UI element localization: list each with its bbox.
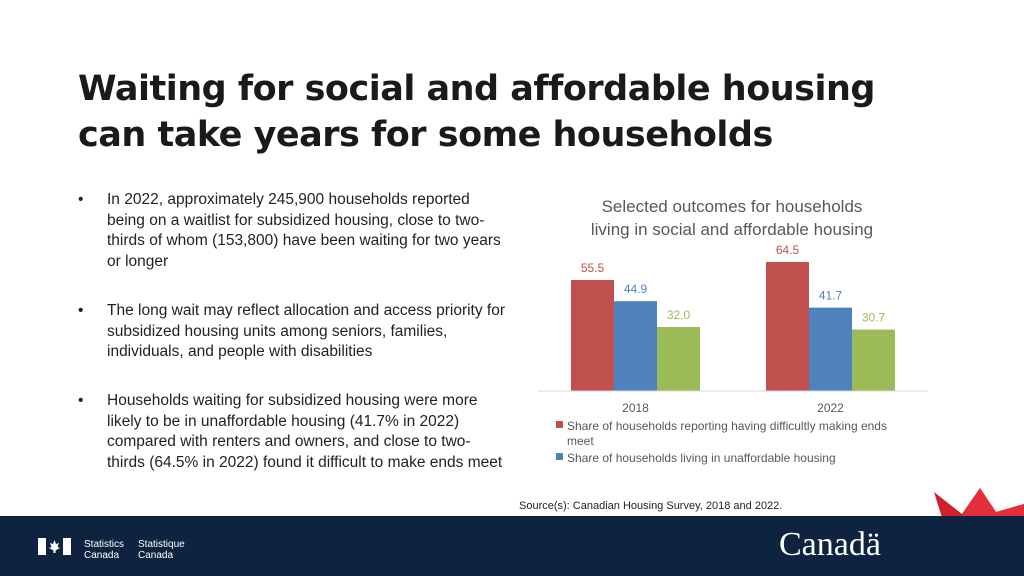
page-title: Waiting for social and affordable housin… [78, 69, 875, 155]
bar-s3-2022 [852, 329, 895, 391]
bullet-text: The long wait may reflect allocation and… [107, 302, 506, 360]
bullet-text: Households waiting for subsidized housin… [107, 392, 503, 471]
bars-layer: 55.5 44.9 32.0 64.5 41.7 30.7 [571, 243, 895, 391]
data-label-s1-2018: 55.5 [581, 261, 605, 275]
bullet-marker: • [78, 302, 84, 319]
statcan-fr-line-2: Canada [138, 550, 174, 561]
bar-s2-2022 [809, 307, 852, 391]
x-tick-label-2022: 2022 [817, 401, 844, 415]
bar-s3-2018 [657, 327, 700, 391]
chart-title-line-2: living in social and affordable housing [591, 220, 873, 239]
statcan-fr-line-1: Statistique [138, 539, 185, 550]
statcan-name-en: Statistics Canada [84, 539, 124, 561]
legend-swatch-series-1 [556, 421, 563, 428]
data-label-s1-2022: 64.5 [776, 243, 800, 257]
x-tick-label-2018: 2018 [622, 401, 649, 415]
statcan-en-line-2: Canada [84, 550, 120, 561]
statcan-en-line-1: Statistics [84, 539, 125, 550]
bullet-text: In 2022, approximately 245,900 household… [107, 191, 501, 270]
legend-label-series-1-line-2: meet [567, 434, 594, 448]
legend: Share of households reporting having dif… [556, 419, 887, 465]
bar-s1-2022 [766, 262, 809, 391]
legend-label-series-1-line-1: Share of households reporting having dif… [567, 419, 887, 433]
data-label-s3-2022: 30.7 [862, 311, 886, 325]
statcan-name-fr: Statistique Canada [138, 539, 185, 561]
data-label-s2-2018: 44.9 [624, 282, 648, 296]
chart-title-line-1: Selected outcomes for households [602, 197, 863, 216]
bar-chart: Selected outcomes for households living … [538, 197, 928, 465]
bullet-marker: • [78, 392, 84, 409]
bullet-marker: • [78, 191, 84, 208]
canada-flag-icon [38, 538, 71, 555]
bar-s1-2018 [571, 280, 614, 391]
legend-label-series-2: Share of households living in unaffordab… [567, 451, 836, 465]
data-label-s3-2018: 32.0 [667, 308, 691, 322]
source-note: Source(s): Canadian Housing Survey, 2018… [519, 500, 783, 512]
bar-s2-2018 [614, 301, 657, 391]
data-label-s2-2022: 41.7 [819, 289, 843, 303]
x-tick-labels: 2018 2022 [622, 401, 844, 415]
canada-wordmark: Canadä [779, 526, 881, 563]
legend-swatch-series-2 [556, 453, 563, 460]
footer-bar: Statistics Canada Statistique Canada Can… [0, 516, 1024, 576]
